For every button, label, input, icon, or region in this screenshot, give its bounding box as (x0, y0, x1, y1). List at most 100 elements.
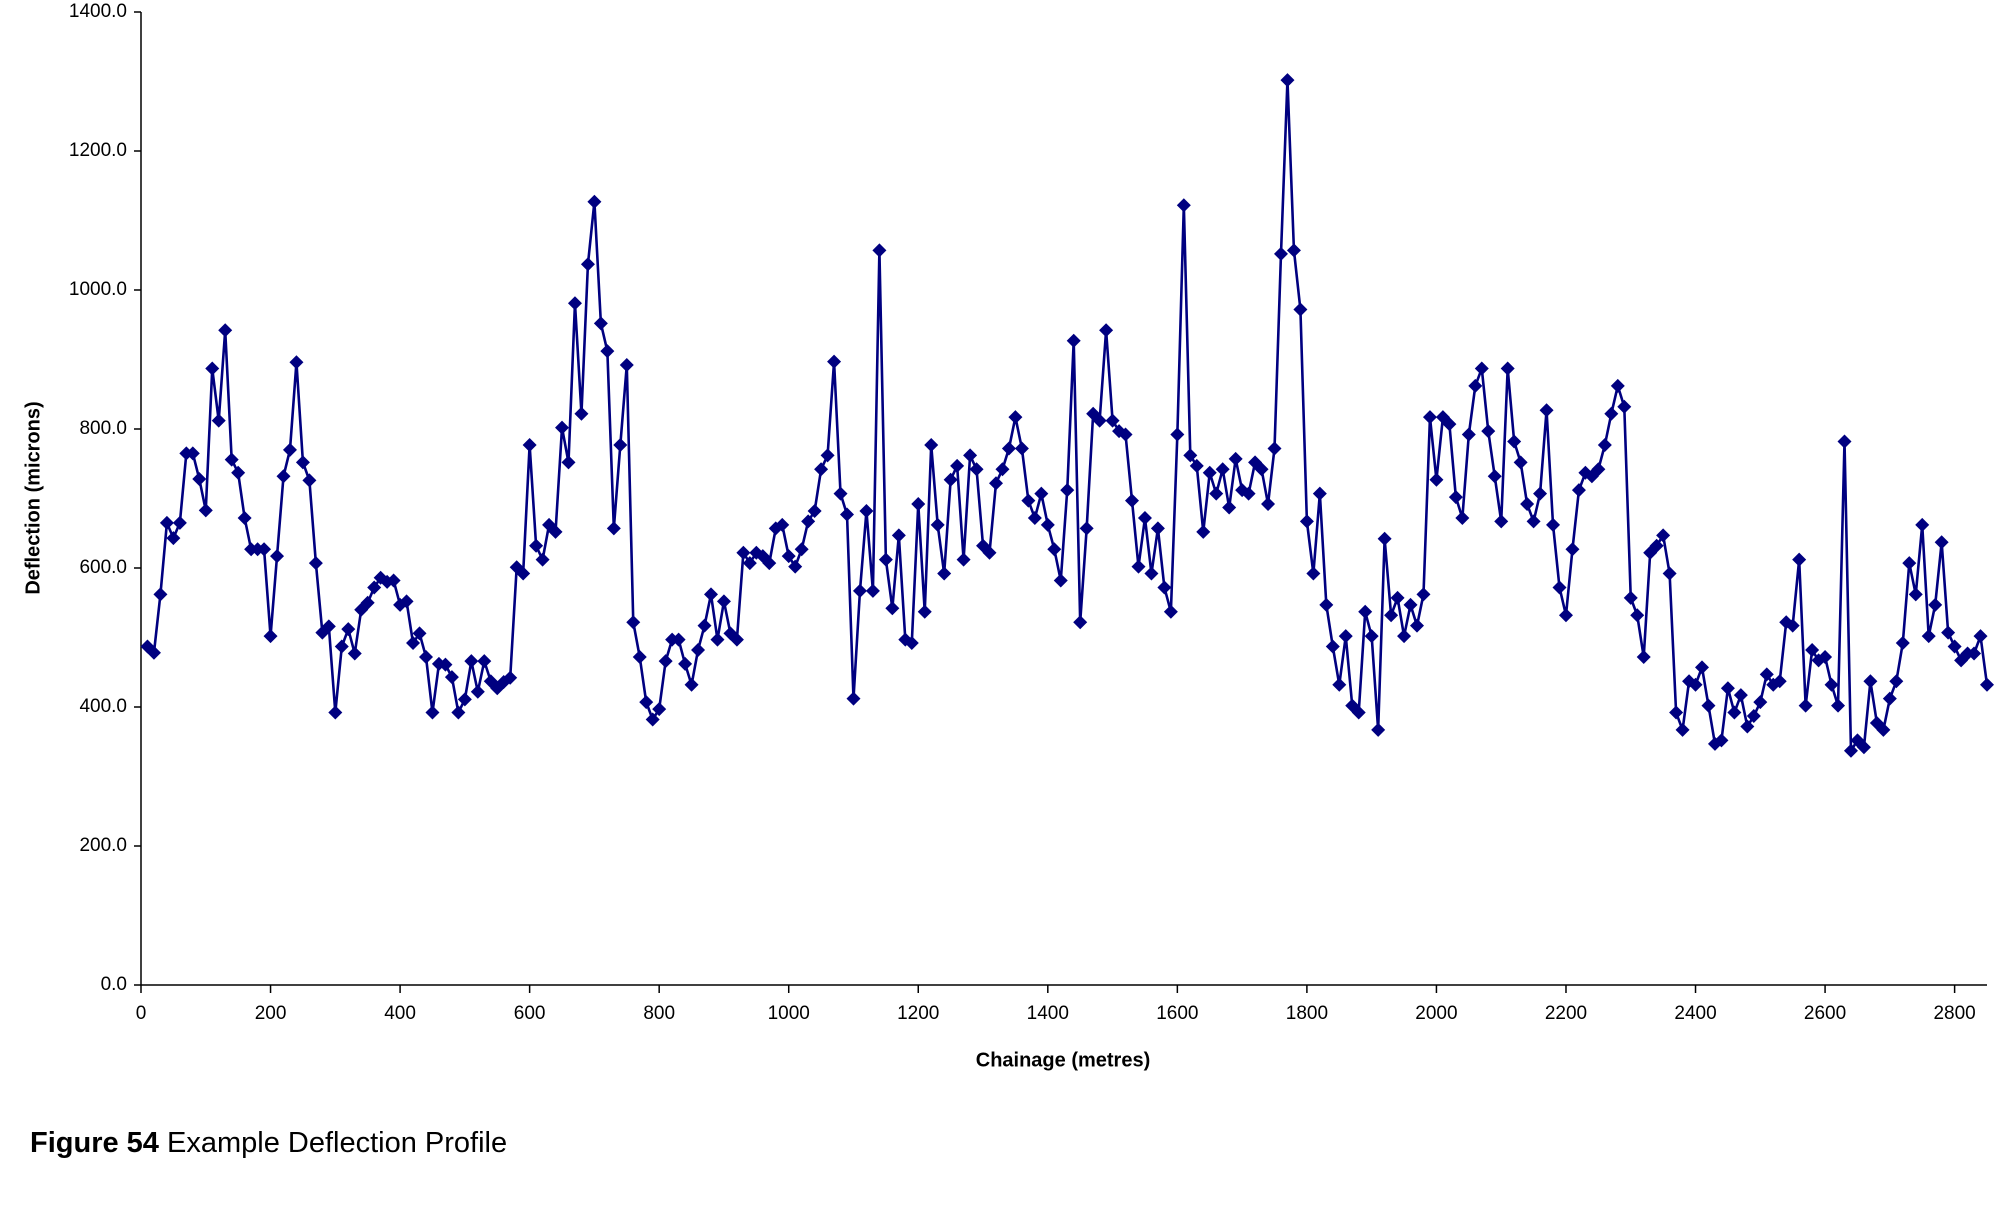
y-tick-label: 1000.0 (69, 279, 127, 300)
marker (1448, 490, 1463, 505)
marker (1474, 361, 1489, 376)
marker (1656, 528, 1671, 543)
marker (1669, 705, 1684, 720)
marker (613, 437, 628, 452)
marker (1649, 538, 1664, 553)
x-tick-label: 2800 (1933, 1003, 1975, 1024)
marker (1092, 413, 1107, 428)
marker (652, 702, 667, 717)
marker (185, 446, 200, 461)
marker (1455, 510, 1470, 525)
marker (1597, 437, 1612, 452)
marker (1487, 469, 1502, 484)
marker (1403, 597, 1418, 612)
x-tick-label: 2600 (1804, 1003, 1846, 1024)
marker (1118, 427, 1133, 442)
marker (1662, 566, 1677, 581)
x-tick-label: 1400 (1027, 1003, 1069, 1024)
caption-text: Example Deflection Profile (167, 1127, 507, 1159)
marker (1980, 677, 1994, 692)
marker (684, 677, 699, 692)
marker (1571, 483, 1586, 498)
marker (237, 510, 252, 525)
marker (1746, 709, 1761, 724)
marker (1280, 73, 1295, 88)
marker (386, 573, 401, 588)
x-tick-label: 800 (643, 1003, 675, 1024)
marker (308, 556, 323, 571)
marker (1364, 629, 1379, 644)
marker (334, 639, 349, 654)
marker (1630, 608, 1645, 623)
marker (1105, 413, 1120, 428)
marker (257, 542, 272, 557)
marker (153, 587, 168, 602)
marker (1014, 441, 1029, 456)
marker (451, 705, 466, 720)
marker (865, 583, 880, 598)
marker (1144, 566, 1159, 581)
x-tick-label: 1000 (768, 1003, 810, 1024)
marker (1390, 590, 1405, 605)
marker (1507, 434, 1522, 449)
marker (1675, 722, 1690, 737)
marker (1617, 399, 1632, 414)
marker (418, 649, 433, 664)
marker (1416, 587, 1431, 602)
marker (1565, 542, 1580, 557)
marker (1215, 462, 1230, 477)
marker (1261, 497, 1276, 512)
x-tick-label: 2400 (1674, 1003, 1716, 1024)
marker (988, 476, 1003, 491)
marker (1882, 691, 1897, 706)
marker (1021, 493, 1036, 508)
marker (1558, 608, 1573, 623)
marker (1358, 604, 1373, 619)
marker (1967, 646, 1982, 661)
marker (172, 515, 187, 530)
marker (1073, 615, 1088, 630)
marker (995, 462, 1010, 477)
marker (529, 538, 544, 553)
caption: Figure 54 Example Deflection Profile (30, 1127, 507, 1159)
marker (522, 437, 537, 452)
marker (1273, 246, 1288, 261)
marker (736, 545, 751, 560)
marker (1008, 410, 1023, 425)
marker (1228, 451, 1243, 466)
marker (807, 504, 822, 519)
marker (205, 361, 220, 376)
y-tick-label: 800.0 (79, 418, 127, 439)
marker (827, 354, 842, 369)
marker (1034, 486, 1049, 501)
marker (1060, 483, 1075, 498)
marker (1047, 542, 1062, 557)
marker (425, 705, 440, 720)
marker (1351, 705, 1366, 720)
marker (1552, 580, 1567, 595)
marker (924, 437, 939, 452)
marker (1636, 649, 1651, 664)
marker (1520, 497, 1535, 512)
marker (146, 645, 161, 660)
marker (911, 497, 926, 512)
marker (1843, 743, 1858, 758)
marker (567, 296, 582, 311)
marker (444, 670, 459, 685)
marker (619, 358, 634, 373)
marker (282, 442, 297, 457)
marker (1947, 639, 1962, 654)
marker (224, 452, 239, 467)
x-tick-label: 1800 (1286, 1003, 1328, 1024)
marker (548, 524, 563, 539)
marker (399, 594, 414, 609)
marker (762, 556, 777, 571)
marker (1740, 719, 1755, 734)
marker (1325, 639, 1340, 654)
marker (1824, 677, 1839, 692)
data-line (146, 78, 1989, 753)
marker (794, 542, 809, 557)
marker (859, 504, 874, 519)
marker (1319, 597, 1334, 612)
marker (1442, 417, 1457, 432)
